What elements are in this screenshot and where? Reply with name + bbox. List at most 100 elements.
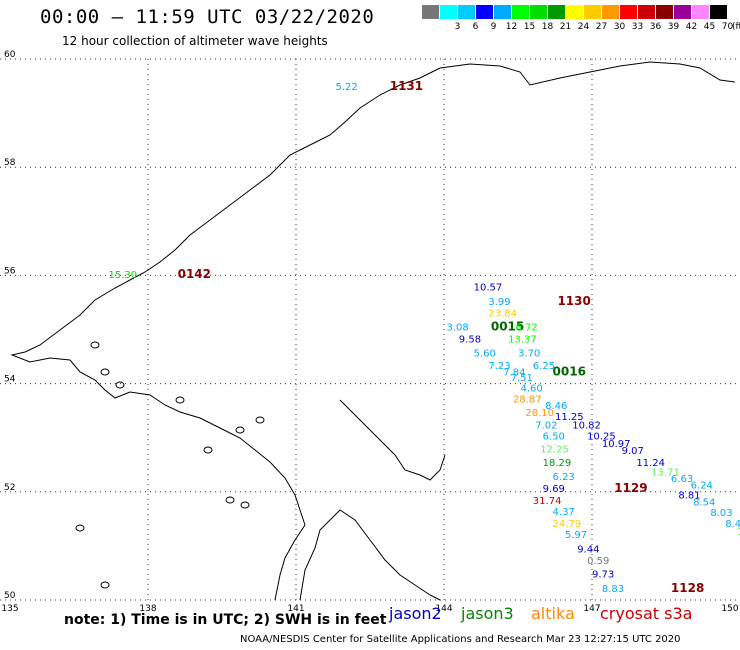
- island: [175, 396, 185, 404]
- coastline: [10, 67, 441, 601]
- island: [235, 426, 245, 434]
- wave-height-label: 9.07: [622, 446, 644, 457]
- wave-height-label: 7.84: [503, 367, 525, 378]
- legend-unit: (ft): [732, 22, 740, 32]
- wave-height-label: 18.29: [543, 458, 572, 469]
- legend-swatch: [638, 5, 655, 19]
- lat-tick-label: 50: [4, 591, 16, 601]
- wave-height-label: 15.30: [109, 270, 138, 281]
- footer-note: note: 1) Time is in UTC; 2) SWH is in fe…: [64, 612, 387, 628]
- lon-tick-label: 147: [583, 604, 600, 614]
- legend-swatch: [584, 5, 601, 19]
- lat-tick-label: 54: [4, 375, 16, 385]
- wave-height-label: 4.37: [553, 507, 575, 518]
- wave-height-label: 8.54: [693, 497, 715, 508]
- wave-height-label: 28.10: [525, 408, 554, 419]
- pass-time-label: 1128: [671, 581, 704, 595]
- satellite-jason3: jason3: [461, 604, 514, 623]
- wave-height-label: 7.02: [535, 421, 557, 432]
- lon-tick-label: 135: [1, 604, 18, 614]
- legend-label: 42: [685, 22, 698, 32]
- island: [90, 341, 100, 349]
- legend-swatch: [692, 5, 709, 19]
- legend-label: 45: [703, 22, 716, 32]
- wave-height-label: 6.63: [671, 474, 693, 485]
- wave-height-label: 12.25: [540, 444, 569, 455]
- wave-height-label: 28.87: [513, 395, 542, 406]
- legend-swatch: [512, 5, 529, 19]
- island: [203, 446, 213, 454]
- wave-height-label: 5.22: [335, 82, 357, 93]
- wave-height-label: 7.23: [488, 361, 510, 372]
- legend-label: 36: [649, 22, 662, 32]
- island: [225, 496, 235, 504]
- legend-label: 6: [472, 22, 479, 32]
- wave-height-label: 10.97: [602, 439, 631, 450]
- legend-swatch: [620, 5, 637, 19]
- wave-height-label: 11.25: [555, 412, 584, 423]
- wave-height-label: 9.58: [459, 334, 481, 345]
- wave-height-label: 3.70: [518, 349, 540, 360]
- legend-swatch: [458, 5, 475, 19]
- lat-tick-label: 52: [4, 483, 15, 493]
- legend-label: 70: [721, 22, 734, 32]
- lon-tick-label: 138: [139, 604, 156, 614]
- legend-label: 18: [541, 22, 554, 32]
- wave-height-label: 8.81: [678, 490, 700, 501]
- island: [240, 501, 250, 509]
- island: [255, 416, 265, 424]
- legend-swatch: [674, 5, 691, 19]
- legend-label: 24: [577, 22, 590, 32]
- wave-height-label: 4.60: [520, 384, 542, 395]
- pass-time-label: 0142: [178, 267, 211, 281]
- satellite-cryosat-s3a: cryosat s3a: [600, 604, 693, 623]
- coastline-sakhalin: [299, 509, 441, 601]
- legend-label: 27: [595, 22, 608, 32]
- wave-height-label: 10.82: [572, 421, 601, 432]
- wave-height-label: 9.69: [543, 484, 565, 495]
- wave-height-label: 3.08: [446, 323, 468, 334]
- island: [75, 524, 85, 532]
- wave-height-label: 6.25: [533, 361, 555, 372]
- pass-time-label: 1130: [557, 294, 590, 308]
- lat-tick-label: 60: [4, 50, 16, 60]
- wave-height-label: 0.59: [587, 556, 609, 567]
- map-subtitle: 12 hour collection of altimeter wave hei…: [62, 34, 328, 48]
- legend-swatch: [656, 5, 673, 19]
- legend-label: 39: [667, 22, 680, 32]
- island: [100, 581, 110, 589]
- wave-height-label: 8.83: [602, 584, 624, 595]
- lon-tick-label: 144: [435, 604, 452, 614]
- legend-label: 21: [559, 22, 572, 32]
- wave-height-label: 6.50: [543, 431, 565, 442]
- legend-swatch: [566, 5, 583, 19]
- credit-line: NOAA/NESDIS Center for Satellite Applica…: [240, 634, 681, 645]
- legend-label: 15: [523, 22, 536, 32]
- pass-time-label: 0015: [491, 320, 524, 334]
- wave-height-label: 7.51: [511, 373, 533, 384]
- wave-height-label: 13.71: [651, 468, 680, 479]
- map-title: 00:00 – 11:59 UTC 03/22/2020: [40, 6, 375, 28]
- wave-height-label: 5.97: [565, 530, 587, 541]
- island: [115, 381, 125, 389]
- legend-swatch: [422, 5, 439, 19]
- satellite-altika: altika: [531, 604, 575, 623]
- wave-height-label: 10.57: [474, 283, 503, 294]
- wave-height-label: 8.03: [710, 508, 732, 519]
- lat-tick-label: 58: [4, 158, 16, 168]
- legend-label: 9: [490, 22, 497, 32]
- legend-swatch: [476, 5, 493, 19]
- pass-time-label: 1129: [614, 481, 647, 495]
- wave-height-label: 8.46: [545, 401, 567, 412]
- lon-tick-label: 141: [287, 604, 304, 614]
- wave-height-label: 9.44: [577, 544, 599, 555]
- legend-swatch: [710, 5, 727, 19]
- wave-height-label: 10.25: [587, 431, 616, 442]
- legend-label: 12: [505, 22, 518, 32]
- wave-height-label: 5.60: [474, 349, 496, 360]
- legend-swatch: [440, 5, 457, 19]
- wave-height-label: 13.37: [508, 334, 537, 345]
- wave-height-label: 8.43: [725, 519, 740, 530]
- legend-label: 30: [613, 22, 626, 32]
